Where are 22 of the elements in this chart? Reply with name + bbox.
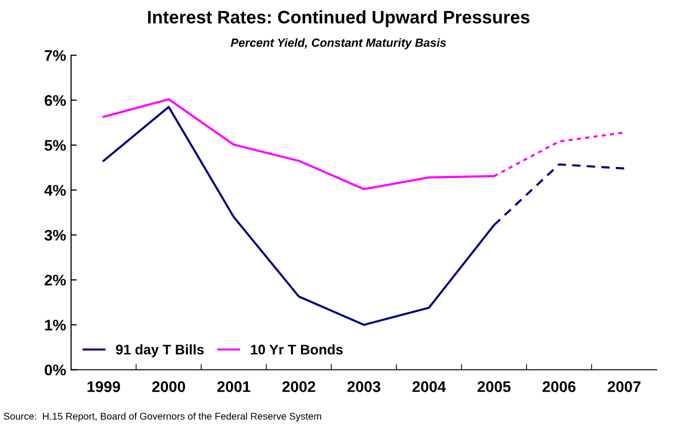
x-tick-label: 2006	[542, 381, 576, 392]
y-tick-label: 1%	[45, 320, 66, 330]
source-note: Source: H.15 Report, Board of Governors of the Federal Reserve System	[4, 412, 322, 422]
x-tick-label: 2007	[608, 381, 640, 392]
x-tick-label: 2005	[478, 381, 511, 392]
x-tick-label: 1999	[88, 381, 120, 392]
chart-title: Interest Rates: Continued Upward Pressures	[148, 10, 530, 28]
x-tick-label: 2004	[412, 381, 446, 392]
x-tick-label: 2002	[282, 381, 316, 392]
y-tick-label: 0%	[44, 364, 66, 376]
x-tick-label: 2001	[217, 381, 250, 392]
y-tick-label: 4%	[44, 184, 66, 196]
legend-label: 91 day T Bills	[116, 344, 204, 358]
y-tick-label: 6%	[44, 95, 66, 106]
chart-subtitle: Percent Yield, Constant Maturity Basis	[230, 38, 446, 50]
y-tick-label: 2%	[44, 274, 66, 286]
y-tick-label: 3%	[44, 230, 66, 241]
y-tick-label: 7%	[44, 50, 66, 61]
y-tick-label: 5%	[44, 140, 66, 151]
x-tick-label: 2003	[347, 381, 380, 392]
legend-label: 10 Yr T Bonds	[251, 344, 343, 355]
x-tick-label: 2000	[152, 381, 186, 392]
